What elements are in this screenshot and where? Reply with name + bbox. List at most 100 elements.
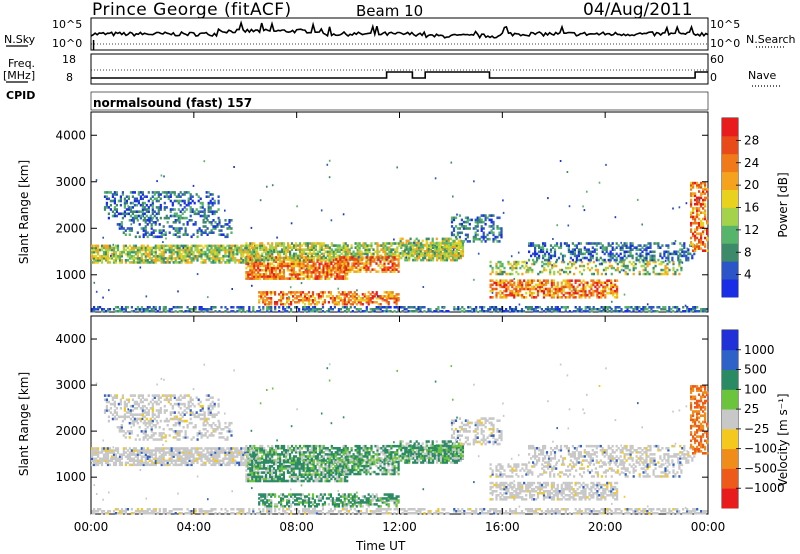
power-cell [395,295,398,298]
power-cell [627,250,630,254]
power-cell [287,244,290,247]
power-cell [385,295,388,298]
power-cell [178,244,181,248]
power-cell [323,299,326,302]
power-cell [553,248,557,251]
power-cell [476,218,479,222]
power-cell [198,252,201,256]
power-cell [618,310,621,313]
velocity-cell [298,512,301,515]
power-cell [292,262,295,266]
power-cell [569,250,572,254]
power-cell [498,216,501,220]
power-scatter-point [112,243,115,246]
power-cell [523,296,526,299]
power-cell [480,220,483,224]
power-cell [244,246,247,250]
power-cell [377,303,380,306]
power-cell [302,308,305,311]
power-cell [184,310,187,313]
power-cell [357,295,360,298]
power-cell [140,227,143,230]
power-cell [540,283,544,287]
power-cell [351,297,354,300]
power-cell [341,299,344,302]
power-cell [490,220,493,224]
power-cell [474,225,477,228]
velocity-cell [311,512,315,515]
power-scatter-point [141,215,144,218]
power-scatter-point [393,238,395,241]
power-cell [519,281,522,285]
power-cell [690,194,693,198]
power-cell [200,310,203,313]
power-cell [302,242,306,245]
power-cell [359,297,362,300]
power-cell [195,212,198,216]
power-cell [358,254,361,258]
power-cell [536,310,539,313]
velocity-cell [248,510,251,513]
power-cell [309,308,313,311]
power-cell [520,310,524,313]
power-cell [328,256,331,260]
power-cell [105,203,108,207]
power-cell [645,256,648,260]
velocity-cell [266,512,269,515]
power-cell [675,252,678,256]
power-cell [321,295,324,298]
power-cell [184,261,187,264]
power-cell [557,256,561,260]
power-cell [354,242,357,245]
power-cell [533,296,536,299]
power-scatter-point [586,190,588,193]
velocity-cell [409,512,412,515]
power-cell [182,259,185,262]
power-cell [603,258,606,262]
power-cell [341,260,344,263]
power-cell [273,250,276,254]
power-cell [363,268,366,271]
power-cell [690,236,693,240]
power-cell [154,308,157,311]
power-cell [183,210,186,213]
power-cell [240,261,243,264]
power-cell [355,293,358,296]
power-cell [333,301,336,304]
power-cell [289,246,292,249]
power-cell [337,297,340,300]
power-cell [155,206,158,209]
power-cell [190,235,193,239]
power-cell [542,293,546,297]
power-cell [700,186,703,189]
power-cell [569,252,572,256]
power-cell [449,254,452,257]
power-cell [638,272,641,276]
power-cell [596,289,599,293]
power-cell [411,243,414,247]
power-cell [138,235,141,239]
velocity-cell [130,512,133,515]
power-cell [177,201,180,205]
power-cell [443,239,446,243]
power-cell [533,285,536,289]
power-cell [556,281,559,285]
power-cell [505,308,508,311]
power-cell [302,250,306,254]
power-cell [622,260,625,264]
power-cell [678,262,681,266]
power-scatter-point [95,179,98,182]
power-cell [208,254,211,258]
power-cell [480,229,483,232]
power-cell [427,252,430,255]
power-cell [555,242,559,245]
power-cell [692,234,695,238]
power-cell [500,227,503,230]
power-cell [253,262,256,266]
power-cell [289,254,292,258]
velocity-cell [365,508,368,511]
power-cell [134,252,137,256]
power-cell [124,306,127,309]
power-cell [158,229,161,232]
power-cell [702,217,705,221]
